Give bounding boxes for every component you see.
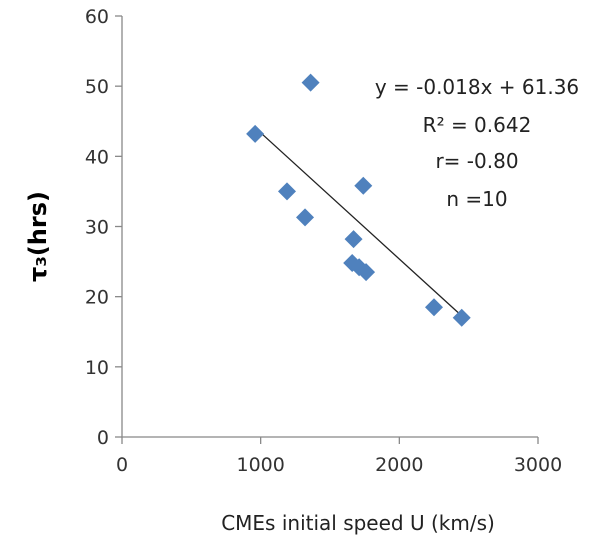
data-point bbox=[246, 124, 265, 143]
y-tick-label: 50 bbox=[85, 76, 109, 98]
x-axis-title: CMEs initial speed U (km/s) bbox=[221, 511, 495, 535]
y-tick-label: 30 bbox=[85, 217, 109, 239]
data-point bbox=[296, 208, 315, 227]
trendline bbox=[254, 127, 463, 317]
y-axis-ticks: 0 10 20 30 40 50 60 bbox=[85, 6, 122, 449]
data-point bbox=[425, 298, 443, 317]
x-tick-label: 0 bbox=[116, 454, 128, 476]
correlation-value: r= -0.80 bbox=[435, 149, 518, 173]
y-axis-title: τ₃(hrs) bbox=[24, 191, 52, 282]
y-tick-label: 0 bbox=[97, 427, 109, 449]
data-points bbox=[246, 73, 471, 327]
data-point bbox=[344, 230, 363, 249]
x-tick-label: 2000 bbox=[375, 454, 423, 476]
y-tick-label: 60 bbox=[85, 6, 109, 28]
sample-size: n =10 bbox=[446, 187, 507, 211]
data-point bbox=[354, 176, 373, 195]
data-point bbox=[452, 308, 471, 327]
x-tick-label: 3000 bbox=[514, 454, 562, 476]
y-tick-label: 10 bbox=[85, 357, 109, 379]
x-axis-ticks: 0 1000 2000 3000 bbox=[116, 437, 562, 476]
y-tick-label: 20 bbox=[85, 287, 109, 309]
r-squared-value: R² = 0.642 bbox=[423, 113, 532, 137]
regression-equation: y = -0.018x + 61.36 bbox=[375, 75, 579, 99]
data-point bbox=[278, 182, 297, 201]
data-point bbox=[357, 263, 376, 282]
y-tick-label: 40 bbox=[85, 146, 109, 168]
data-point bbox=[301, 73, 320, 92]
regression-annotations: y = -0.018x + 61.36 R² = 0.642 r= -0.80 … bbox=[375, 75, 579, 211]
x-tick-label: 1000 bbox=[236, 454, 284, 476]
